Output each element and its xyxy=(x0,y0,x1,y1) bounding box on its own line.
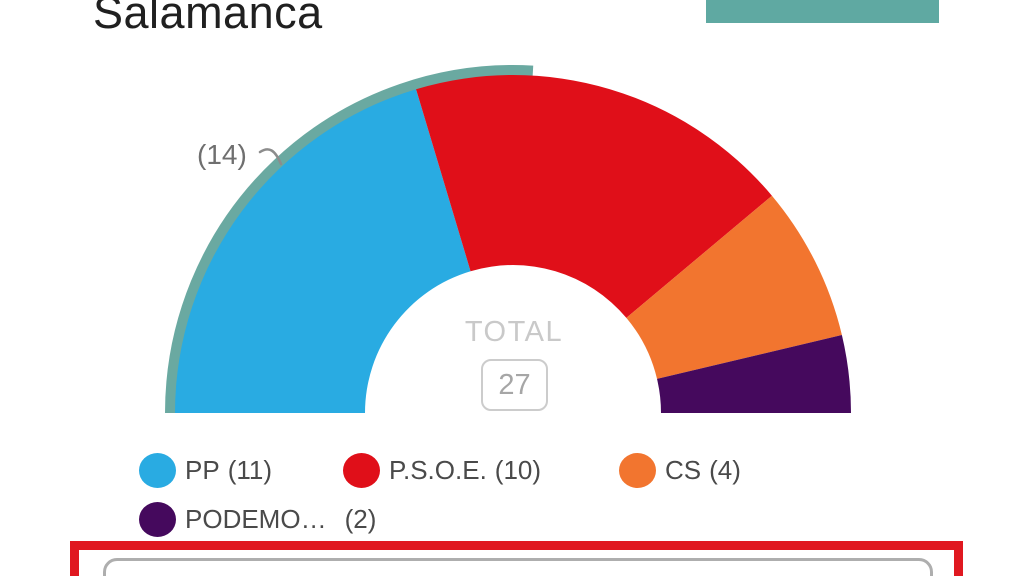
podemos-color-dot-icon xyxy=(139,501,176,537)
legend-item-pp[interactable]: PP (11) xyxy=(139,452,272,488)
total-seats-badge: 27 xyxy=(481,359,548,411)
legend-item-psoe[interactable]: P.S.O.E. (10) xyxy=(343,452,541,488)
legend-label: PP xyxy=(185,454,220,485)
psoe-color-dot-icon xyxy=(343,452,380,488)
total-label: TOTAL xyxy=(464,316,564,348)
legend-item-cs[interactable]: CS (4) xyxy=(619,452,741,488)
legend-label: CS xyxy=(665,454,702,485)
legend-seat-count: (4) xyxy=(709,454,741,485)
segment-podemos[interactable] xyxy=(657,335,851,413)
segment-cs[interactable] xyxy=(626,195,842,379)
clipped-input-panel[interactable] xyxy=(103,558,933,576)
majority-leader-line xyxy=(258,148,283,166)
legend-seat-count: (2) xyxy=(344,503,377,534)
highlighted-section-box xyxy=(70,541,963,576)
segment-pp[interactable] xyxy=(175,89,471,413)
majority-arc xyxy=(165,65,534,414)
majority-seats-label: (14) xyxy=(197,139,247,170)
legend-label: P.S.O.E. xyxy=(389,454,487,485)
segment-psoe[interactable] xyxy=(416,75,772,318)
legend-item-podemos[interactable]: PODEMO… (2) xyxy=(139,501,376,537)
page-title: Salamanca xyxy=(93,0,323,38)
cs-color-dot-icon xyxy=(619,452,656,488)
legend-seat-count: (11) xyxy=(227,454,272,485)
legend-seat-count: (10) xyxy=(494,454,542,485)
teal-header-bar xyxy=(706,0,939,23)
legend-label: PODEMO… xyxy=(185,503,327,534)
pp-color-dot-icon xyxy=(139,452,176,488)
